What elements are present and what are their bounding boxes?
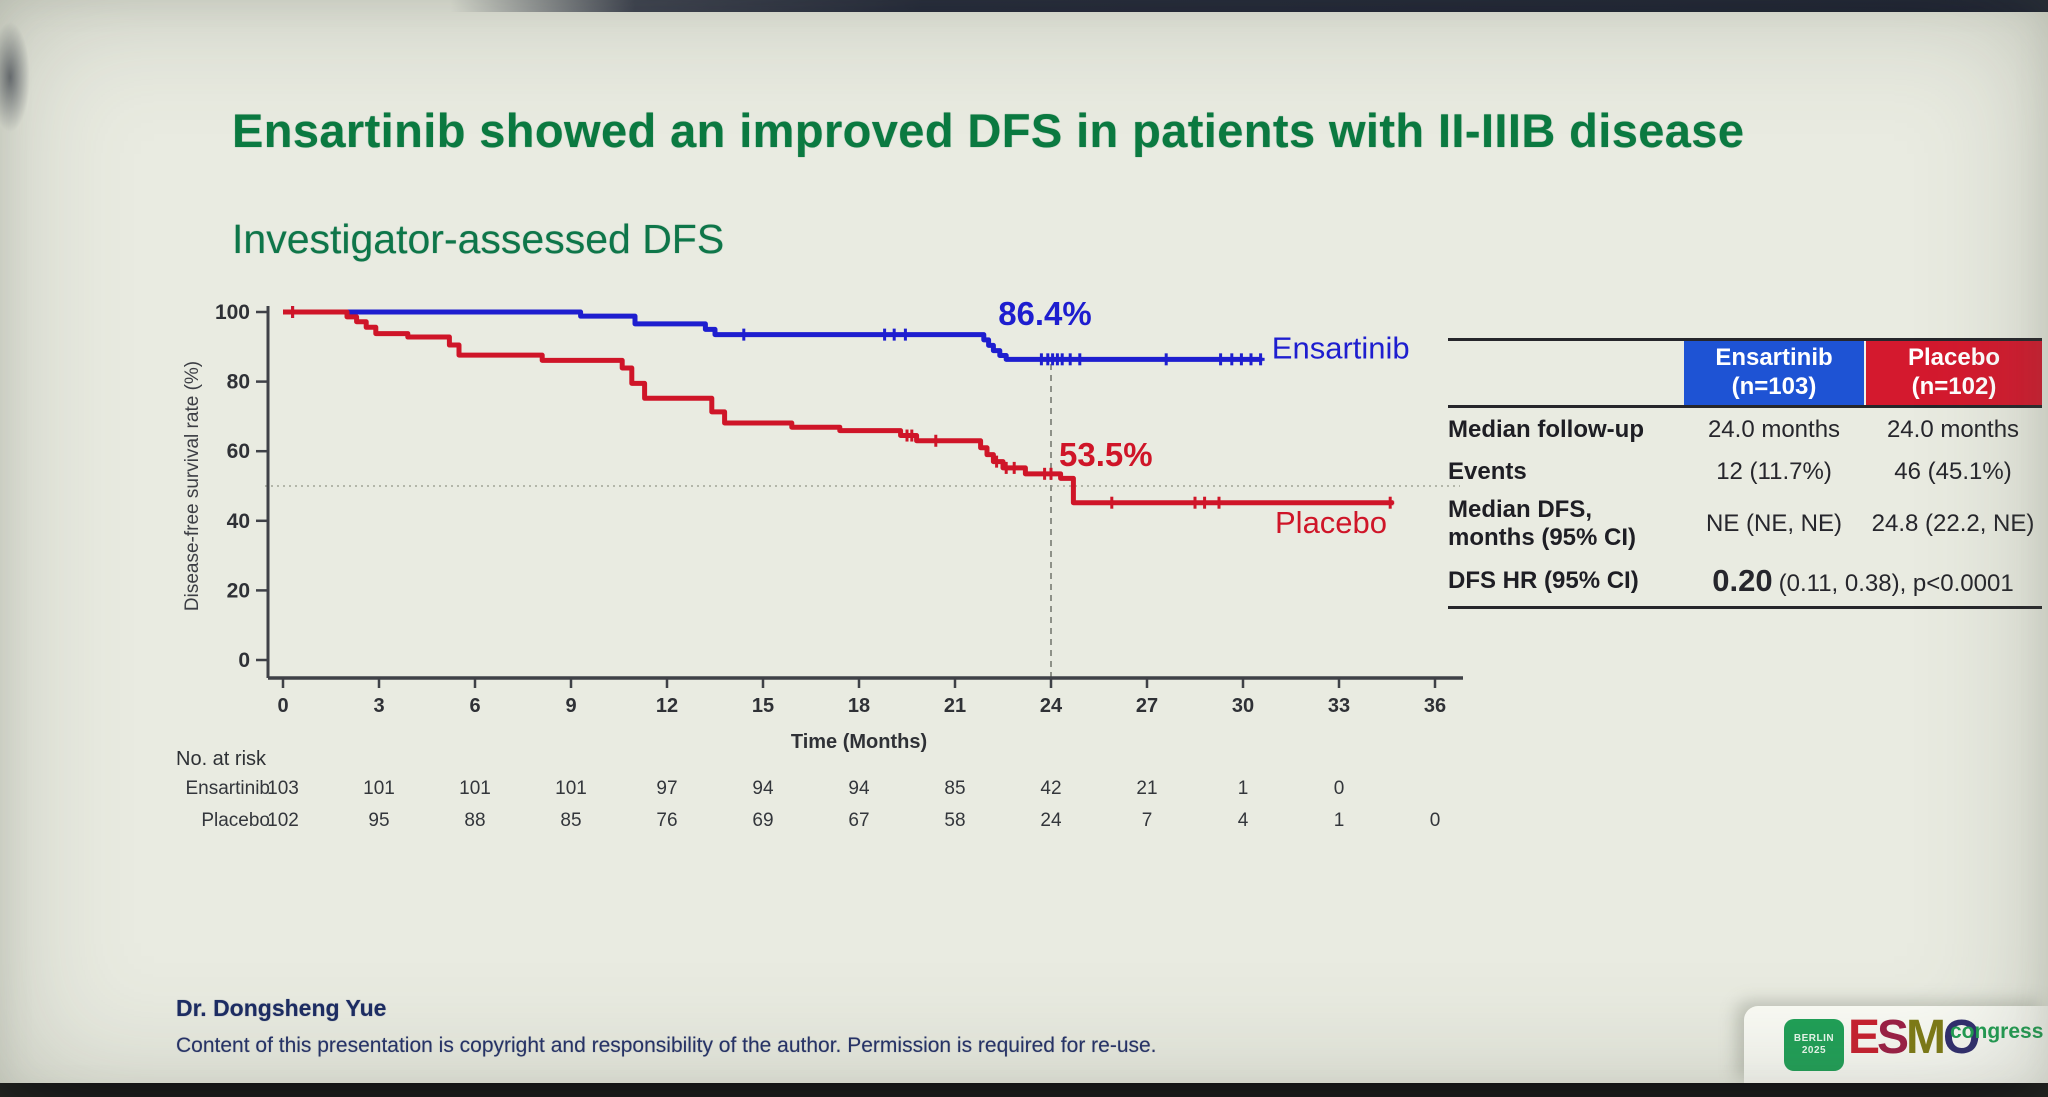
- at-risk-count: 88: [464, 810, 486, 831]
- placebo-median-dfs: 24.8 (22.2, NE): [1871, 510, 2035, 537]
- col-ensartinib-name: Ensartinib: [1715, 344, 1833, 372]
- svg-text:40: 40: [227, 510, 250, 533]
- at-risk-count: 102: [267, 810, 299, 831]
- at-risk-count: 95: [368, 810, 390, 831]
- svg-text:27: 27: [1136, 695, 1158, 717]
- copyright-notice: Content of this presentation is copyrigh…: [176, 1034, 1157, 1057]
- svg-text:33: 33: [1328, 695, 1350, 717]
- svg-text:53.5%: 53.5%: [1059, 436, 1153, 473]
- esmo-letter: E: [1848, 1011, 1880, 1064]
- dfs-hazard-ratio: 0.20 (0.11, 0.38), p<0.0001: [1684, 563, 2042, 599]
- at-risk-count: 67: [848, 810, 870, 831]
- col-placebo-name: Placebo: [1907, 344, 2001, 372]
- page-title: Ensartinib showed an improved DFS in pat…: [232, 104, 1745, 158]
- svg-text:21: 21: [944, 695, 966, 717]
- at-risk-count: 0: [1333, 778, 1345, 799]
- stats-row-events: Events 12 (11.7%) 46 (45.1%): [1448, 452, 2042, 492]
- badge-city: BERLIN: [1793, 1032, 1835, 1044]
- at-risk-count: 94: [848, 778, 870, 799]
- placebo-events: 46 (45.1%): [1894, 458, 2012, 485]
- at-risk-count: 85: [944, 778, 966, 799]
- svg-text:36: 36: [1424, 695, 1446, 717]
- svg-text:18: 18: [848, 695, 870, 717]
- col-placebo-n: (n=102): [1911, 373, 1997, 400]
- at-risk-count: 58: [944, 810, 966, 831]
- photo-bottom-edge: [0, 1083, 2048, 1097]
- esmo-letter: S: [1877, 1011, 1909, 1064]
- ensartinib-median-dfs: NE (NE, NE): [1705, 510, 1842, 537]
- svg-text:12: 12: [656, 695, 678, 717]
- row-label: Events: [1448, 458, 1527, 486]
- congress-label: congress: [1950, 1020, 2044, 1043]
- svg-text:0: 0: [238, 649, 250, 672]
- col-ensartinib-n: (n=103): [1731, 373, 1817, 400]
- row-label-line1: Median DFS,: [1448, 496, 1593, 524]
- svg-text:15: 15: [752, 695, 774, 717]
- at-risk-label: No. at risk: [176, 748, 267, 770]
- at-risk-count: 21: [1136, 778, 1158, 799]
- row-label-line2: months (95% CI): [1448, 524, 1637, 551]
- stats-row-median-dfs: Median DFS, months (95% CI) NE (NE, NE) …: [1448, 492, 2042, 556]
- esmo-logo: BERLIN 2025 ESMO congress: [1744, 1006, 2048, 1084]
- row-label: DFS HR (95% CI): [1448, 567, 1639, 595]
- at-risk-count: 0: [1429, 810, 1441, 831]
- at-risk-count: 42: [1040, 778, 1062, 799]
- svg-text:Time (Months): Time (Months): [791, 731, 927, 753]
- hr-ci: (0.11, 0.38), p<0.0001: [1778, 570, 2014, 597]
- svg-text:100: 100: [215, 301, 250, 324]
- ensartinib-followup: 24.0 months: [1707, 416, 1841, 443]
- at-risk-row-name: Placebo: [201, 810, 270, 831]
- stats-header-row: Ensartinib (n=103) Placebo (n=102): [1448, 338, 2042, 408]
- svg-text:6: 6: [469, 695, 480, 717]
- svg-text:30: 30: [1232, 695, 1254, 717]
- svg-text:Placebo: Placebo: [1275, 505, 1387, 540]
- at-risk-count: 85: [560, 810, 582, 831]
- at-risk-count: 1: [1333, 810, 1345, 831]
- at-risk-count: 76: [656, 810, 678, 831]
- photo-corner-shadow: [0, 22, 30, 132]
- svg-text:80: 80: [227, 371, 250, 394]
- at-risk-count: 4: [1237, 810, 1249, 831]
- at-risk-count: 101: [459, 778, 491, 799]
- esmo-letter: M: [1906, 1011, 1946, 1064]
- at-risk-count: 101: [363, 778, 395, 799]
- badge-year: 2025: [1801, 1045, 1827, 1056]
- svg-text:0: 0: [277, 695, 288, 717]
- at-risk-row-name: Ensartinib: [185, 778, 271, 799]
- at-risk-count: 101: [555, 778, 587, 799]
- at-risk-count: 94: [752, 778, 774, 799]
- svg-text:Disease-free survival rate (%): Disease-free survival rate (%): [182, 361, 203, 611]
- esmo-wordmark: ESMO: [1848, 1011, 1980, 1064]
- at-risk-count: 97: [656, 778, 678, 799]
- svg-text:60: 60: [227, 440, 250, 463]
- esmo-berlin-badge: BERLIN 2025: [1784, 1019, 1844, 1071]
- ensartinib-events: 12 (11.7%): [1716, 458, 1832, 485]
- hr-value: 0.20: [1712, 563, 1773, 598]
- at-risk-count: 1: [1237, 778, 1249, 799]
- svg-text:Ensartinib: Ensartinib: [1272, 331, 1410, 366]
- presenter-name: Dr. Dongsheng Yue: [176, 995, 387, 1021]
- stats-row-median-followup: Median follow-up 24.0 months 24.0 months: [1448, 408, 2042, 452]
- page-subtitle: Investigator-assessed DFS: [232, 216, 725, 263]
- placebo-followup: 24.0 months: [1886, 416, 2020, 443]
- svg-text:9: 9: [565, 695, 576, 717]
- at-risk-count: 69: [752, 810, 774, 831]
- stats-col-placebo: Placebo (n=102): [1864, 341, 2042, 405]
- row-label: Median follow-up: [1448, 416, 1644, 444]
- svg-text:24: 24: [1040, 695, 1063, 717]
- stats-table: Ensartinib (n=103) Placebo (n=102) Media…: [1448, 338, 2042, 609]
- stats-col-ensartinib: Ensartinib (n=103): [1684, 341, 1864, 405]
- svg-text:3: 3: [373, 695, 384, 717]
- svg-text:86.4%: 86.4%: [998, 295, 1092, 332]
- photo-top-edge: [0, 0, 2048, 12]
- stats-row-hr: DFS HR (95% CI) 0.20 (0.11, 0.38), p<0.00…: [1448, 556, 2042, 609]
- esmo-letter: O: [1943, 1011, 1980, 1064]
- svg-text:20: 20: [227, 579, 250, 602]
- at-risk-count: 103: [267, 778, 299, 799]
- at-risk-count: 24: [1040, 810, 1062, 831]
- at-risk-count: 7: [1141, 810, 1153, 831]
- row-label: Median DFS, months (95% CI): [1448, 496, 1684, 551]
